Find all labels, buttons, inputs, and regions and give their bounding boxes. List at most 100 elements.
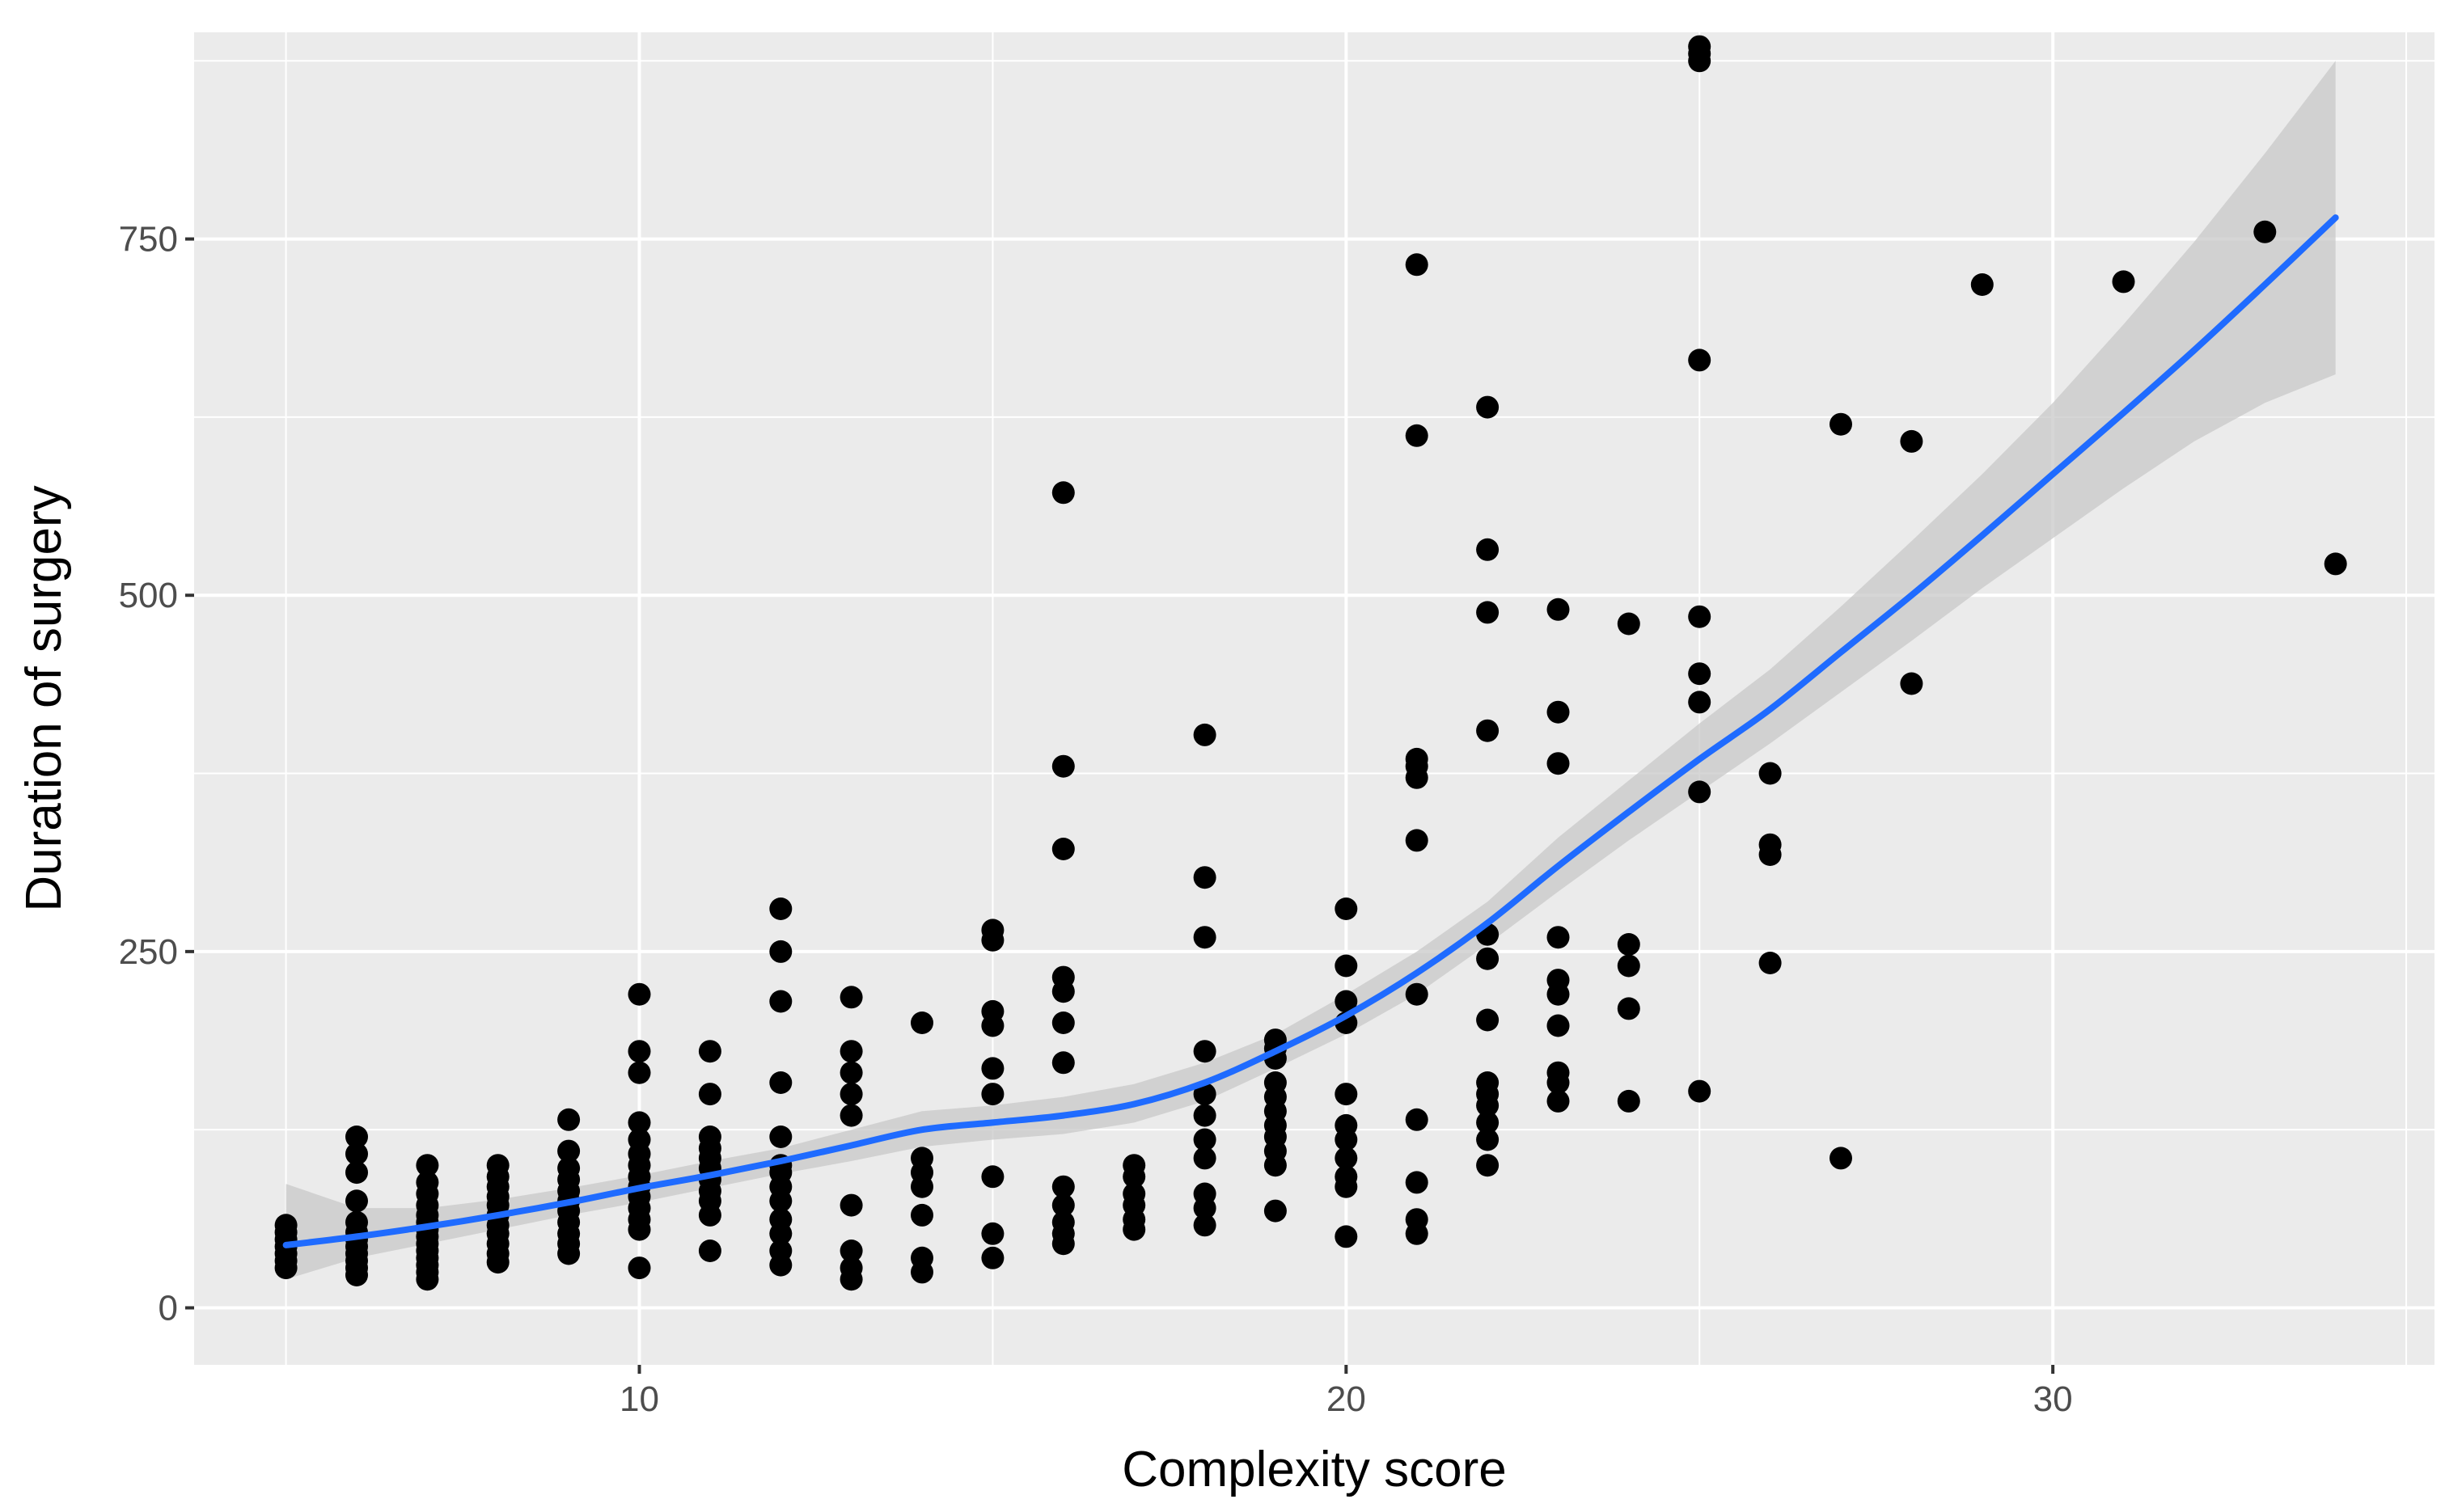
x-axis-title: Complexity score bbox=[1122, 1442, 1506, 1497]
data-point bbox=[1688, 662, 1711, 686]
y-axis-title: Duration of surgery bbox=[16, 485, 72, 911]
data-point bbox=[911, 1147, 933, 1170]
y-tick-label: 0 bbox=[159, 1288, 178, 1328]
x-tick-label: 20 bbox=[1326, 1379, 1366, 1419]
data-point bbox=[1193, 926, 1216, 949]
data-point bbox=[840, 1193, 863, 1217]
data-point bbox=[981, 919, 1005, 942]
data-point bbox=[1051, 1051, 1075, 1075]
data-point bbox=[769, 1208, 793, 1231]
data-point bbox=[1193, 1182, 1216, 1206]
data-point bbox=[1051, 754, 1075, 778]
smooth-line-layer bbox=[282, 214, 2339, 1248]
data-point bbox=[1335, 1147, 1358, 1170]
data-point bbox=[1546, 1014, 1570, 1037]
data-point bbox=[416, 1154, 439, 1177]
data-point bbox=[557, 1139, 581, 1163]
data-point bbox=[1476, 395, 1500, 419]
data-point bbox=[1546, 969, 1570, 992]
data-point bbox=[1830, 1147, 1852, 1170]
data-point bbox=[1405, 424, 1428, 447]
data-point bbox=[1617, 954, 1640, 978]
data-point bbox=[1405, 829, 1428, 852]
data-point bbox=[1263, 1199, 1287, 1223]
data-point bbox=[1405, 1108, 1428, 1131]
data-point bbox=[274, 1214, 298, 1237]
data-point bbox=[769, 1126, 793, 1148]
data-point bbox=[1758, 952, 1782, 974]
data-point bbox=[416, 1171, 439, 1194]
data-point bbox=[911, 1012, 933, 1034]
data-point bbox=[840, 986, 863, 1009]
data-point bbox=[1405, 1171, 1428, 1194]
data-point bbox=[1405, 747, 1428, 771]
data-point bbox=[1405, 982, 1428, 1006]
data-point bbox=[1193, 866, 1216, 889]
data-point bbox=[1546, 598, 1570, 621]
data-point bbox=[1051, 965, 1075, 989]
data-point bbox=[2253, 220, 2277, 243]
data-point bbox=[1405, 253, 1428, 277]
data-point bbox=[2324, 552, 2347, 576]
data-point bbox=[1051, 1193, 1075, 1217]
data-point bbox=[1193, 723, 1216, 746]
data-point bbox=[557, 1156, 581, 1180]
data-point bbox=[840, 1256, 863, 1280]
data-point bbox=[1617, 997, 1640, 1020]
data-point bbox=[628, 982, 651, 1006]
data-point bbox=[1476, 601, 1500, 624]
data-point bbox=[698, 1126, 721, 1148]
data-point bbox=[1546, 1089, 1570, 1113]
data-point bbox=[840, 1040, 863, 1063]
data-point bbox=[345, 1142, 368, 1166]
data-point bbox=[840, 1104, 863, 1127]
axis-ticks bbox=[185, 237, 2055, 1374]
y-tick-label: 500 bbox=[119, 576, 178, 615]
data-point bbox=[628, 1061, 651, 1084]
data-point bbox=[840, 1240, 863, 1262]
data-point bbox=[911, 1203, 933, 1227]
data-point bbox=[1758, 833, 1782, 856]
data-point bbox=[981, 1057, 1005, 1080]
data-point bbox=[628, 1040, 651, 1063]
data-point bbox=[1758, 762, 1782, 785]
data-point bbox=[1476, 538, 1500, 561]
data-point bbox=[1476, 947, 1500, 970]
data-point bbox=[1051, 481, 1075, 505]
data-point bbox=[345, 1161, 368, 1185]
data-point bbox=[1688, 691, 1711, 714]
data-point bbox=[1193, 1214, 1216, 1237]
data-point bbox=[628, 1128, 651, 1151]
data-point bbox=[1617, 933, 1640, 956]
axis-tick-labels: 10 20 30 0 250 500 750 bbox=[119, 220, 2073, 1419]
data-point bbox=[1405, 1208, 1428, 1231]
data-point bbox=[1476, 719, 1500, 742]
data-point bbox=[1335, 1225, 1358, 1248]
y-tick-label: 250 bbox=[119, 932, 178, 972]
data-point bbox=[1335, 990, 1358, 1013]
data-point bbox=[981, 1222, 1005, 1245]
data-point bbox=[1476, 1071, 1500, 1094]
data-point bbox=[557, 1108, 581, 1131]
data-point bbox=[1051, 1012, 1075, 1034]
data-point bbox=[1830, 412, 1852, 436]
data-point bbox=[1900, 672, 1923, 695]
data-point bbox=[628, 1256, 651, 1280]
data-point bbox=[1051, 1175, 1075, 1198]
data-point bbox=[1546, 700, 1570, 724]
data-point bbox=[345, 1210, 368, 1234]
data-point bbox=[981, 1165, 1005, 1189]
data-point bbox=[698, 1240, 721, 1262]
data-point bbox=[981, 999, 1005, 1023]
data-point bbox=[981, 1083, 1005, 1106]
data-point bbox=[1193, 1083, 1216, 1106]
data-point bbox=[1476, 1008, 1500, 1032]
data-point bbox=[840, 1061, 863, 1084]
data-point bbox=[1476, 1111, 1500, 1134]
data-point bbox=[1476, 1128, 1500, 1151]
data-point bbox=[769, 1071, 793, 1094]
x-tick-label: 30 bbox=[2033, 1379, 2073, 1419]
data-point bbox=[345, 1126, 368, 1148]
panel-background bbox=[194, 32, 2434, 1365]
data-point bbox=[1546, 752, 1570, 775]
